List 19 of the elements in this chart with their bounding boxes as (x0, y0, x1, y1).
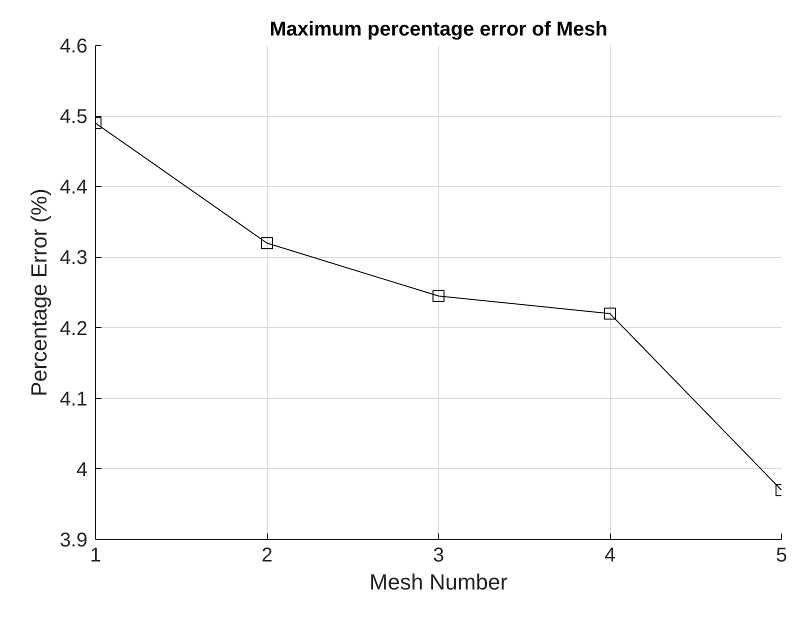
y-tick-label: 4.2 (60, 318, 88, 340)
point (432, 290, 444, 302)
y-tick-label: 4.4 (60, 176, 88, 199)
point (604, 308, 616, 320)
point (261, 237, 273, 250)
x-axis-title: Mesh Number (369, 570, 508, 594)
y-tick-label: 4.5 (60, 106, 88, 128)
chart-title: Maximum percentage error of Mesh (270, 18, 608, 40)
y-tick-label: 4 (76, 458, 88, 481)
x-tick-label: 5 (776, 544, 788, 566)
x-tick-label: 4 (604, 544, 616, 566)
y-tick-label: 4.1 (60, 388, 88, 410)
y-tick-label: 4.6 (60, 36, 88, 58)
y-tick-label: 4.3 (60, 247, 88, 270)
y-axis-title: Percentage Error (%) (26, 188, 52, 396)
x-tick-label: 2 (261, 544, 273, 566)
x-tick-label: 1 (90, 544, 102, 566)
x-tick-label: 3 (432, 544, 444, 566)
y-tick-label: 3.9 (60, 530, 88, 552)
